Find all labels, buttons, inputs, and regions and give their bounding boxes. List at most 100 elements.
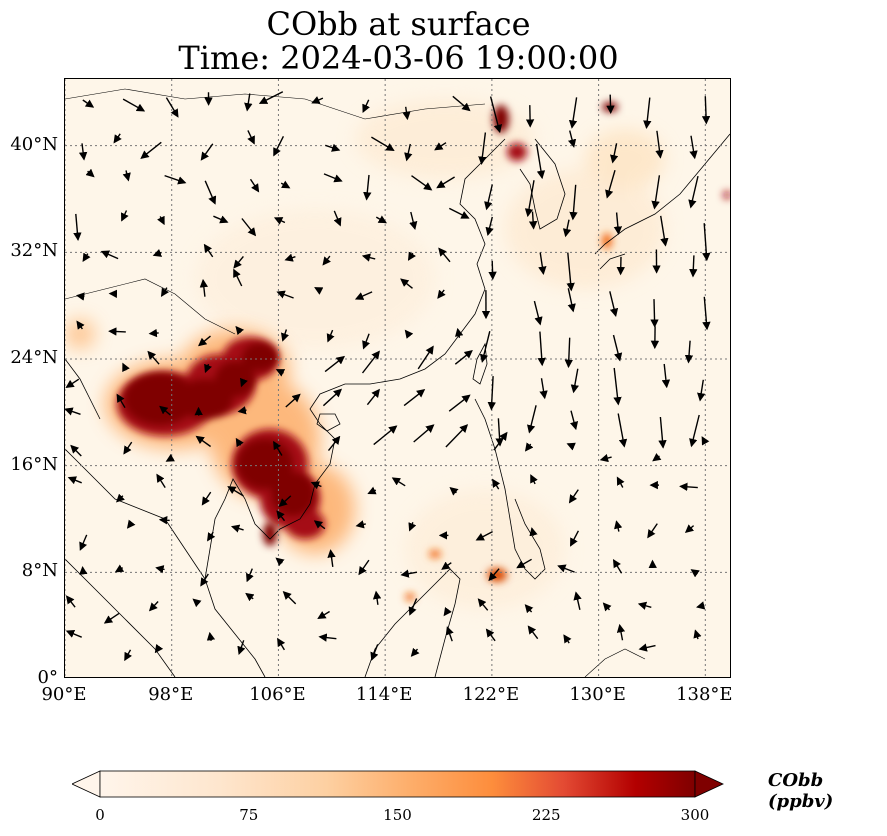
wind-vector-arrow [195, 435, 212, 448]
wind-vector-arrow [156, 473, 166, 488]
wind-vector-arrow [164, 174, 187, 185]
wind-vector-arrow [564, 337, 573, 369]
wind-vector-arrow [206, 631, 216, 642]
colorbar-extend-min [72, 770, 101, 798]
cobb-concentration-field [65, 102, 730, 601]
wind-vector-arrow [367, 486, 377, 495]
wind-vector-arrow [702, 223, 711, 262]
wind-vector-arrow [402, 106, 411, 121]
wind-vector-arrow [557, 564, 575, 573]
wind-vector-arrow [410, 647, 420, 657]
lat-tick-label: 0° [37, 667, 58, 688]
wind-vector-arrow [124, 649, 132, 662]
wind-vector-arrow [122, 362, 130, 373]
wind-vector-arrow [697, 379, 706, 402]
wind-vector-arrow [408, 522, 417, 532]
wind-vector-arrow [203, 243, 214, 258]
wind-vector-arrow [276, 290, 294, 299]
wind-vector-arrow [240, 377, 248, 388]
wind-vector-arrow [273, 440, 283, 456]
wind-vector-arrow [445, 626, 454, 642]
wind-vector-arrow [152, 248, 163, 257]
wind-vector-arrow [613, 212, 623, 235]
wind-vector-arrow [616, 623, 626, 641]
wind-vector-arrow [493, 431, 508, 451]
wind-vector-arrow [614, 520, 623, 532]
wind-vector-arrow [313, 520, 326, 530]
wind-vector-arrow [123, 441, 133, 455]
wind-vector-arrow [613, 367, 622, 406]
wind-vector-arrow [411, 175, 433, 191]
wind-vector-arrow [322, 255, 331, 266]
wind-vector-arrow [366, 388, 380, 406]
wind-vector-arrow [323, 173, 343, 183]
wind-vector-arrow [244, 93, 253, 112]
wind-vector-arrow [75, 292, 85, 301]
wind-vector-arrow [605, 170, 616, 199]
wind-vector-arrow [358, 559, 370, 576]
colorbar-tick-label: 75 [239, 806, 259, 824]
wind-vector-arrow [403, 389, 426, 407]
lon-tick-label: 90°E [41, 684, 87, 705]
wind-vector-arrow [371, 136, 395, 152]
lat-tick-label: 24°N [10, 347, 58, 368]
wind-vector-arrow [448, 394, 471, 412]
wind-vector-arrow [684, 340, 694, 364]
wind-vector-arrow [616, 476, 625, 488]
wind-vector-arrow [227, 486, 244, 497]
colorbar-tick-label: 300 [680, 806, 710, 824]
wind-vector-arrow [114, 564, 125, 573]
wind-vector-arrow [157, 215, 165, 226]
wind-vector-arrow [400, 278, 413, 289]
wind-vector-arrow [116, 493, 125, 503]
wind-vector-arrow [241, 218, 257, 237]
wind-vector-arrow [73, 213, 82, 241]
wind-vector-arrow [121, 210, 129, 222]
wind-vector-arrow [570, 530, 580, 547]
wind-vector-arrow [247, 130, 255, 145]
wind-vector-arrow [207, 531, 216, 542]
wind-vector-arrow [610, 143, 619, 164]
wind-vector-arrow [569, 184, 578, 221]
lon-tick-label: 98°E [148, 684, 194, 705]
wind-vectors [65, 91, 711, 662]
wind-vector-arrow [79, 534, 88, 551]
wind-vector-arrow [617, 413, 628, 448]
wind-vector-arrow [281, 329, 289, 342]
wind-vector-arrow [408, 598, 418, 616]
wind-vector-arrow [484, 184, 493, 211]
wind-vector-arrow [609, 291, 619, 317]
wind-vector-arrow [277, 637, 286, 651]
wind-vector-arrow [391, 477, 406, 487]
wind-vector-arrow [201, 491, 212, 506]
wind-vector-arrow [658, 416, 667, 449]
wind-vector-arrow [568, 489, 579, 504]
map-title: CObb at surface [266, 5, 531, 43]
wind-vector-arrow [284, 253, 296, 262]
wind-vector-arrow [213, 215, 229, 224]
wind-vector-arrow [361, 253, 376, 262]
wind-vector-arrow [404, 329, 414, 339]
wind-vector-arrow [567, 130, 577, 148]
wind-vector-arrow [333, 210, 342, 227]
colorbar-extend-max [694, 770, 724, 798]
wind-vector-arrow [454, 350, 473, 365]
wind-vector-arrow [70, 444, 82, 457]
colorbar-gradient [99, 770, 696, 798]
lon-tick-label: 106°E [249, 684, 306, 705]
wind-vector-arrow [85, 168, 95, 178]
wind-vector-arrow [441, 561, 452, 570]
wind-vector-arrow [233, 255, 244, 269]
wind-vector-arrow [539, 378, 548, 400]
colorbar-tick-label: 225 [531, 806, 561, 824]
haze-layer [195, 99, 665, 609]
lat-tick-label: 8°N [21, 560, 58, 582]
wind-vector-arrow [285, 393, 301, 408]
wind-vector-arrow [200, 143, 214, 161]
wind-vector-arrow [527, 625, 539, 640]
wind-vector-arrow [562, 219, 572, 238]
wind-vector-arrow [354, 291, 373, 300]
wind-vector-arrow [487, 376, 496, 411]
wind-vector-arrow [275, 557, 285, 567]
wind-vector-arrow [155, 565, 165, 574]
